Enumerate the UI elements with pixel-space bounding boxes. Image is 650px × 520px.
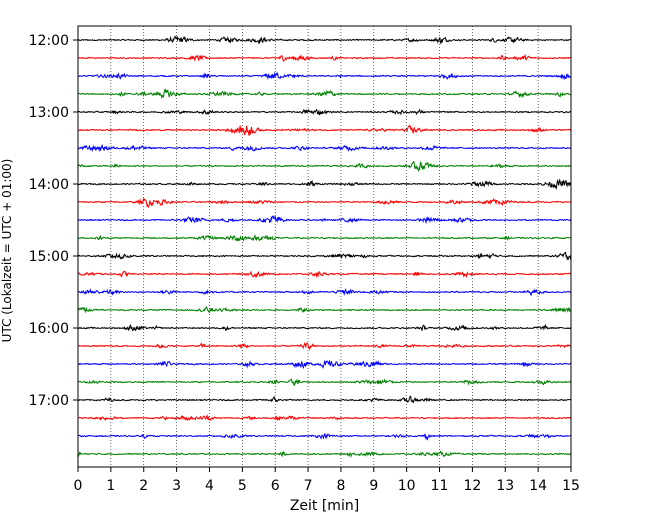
x-tick-label-3: 3 [172,478,181,494]
x-tick-label-0: 0 [74,478,83,494]
trace-row-1 [77,53,572,62]
y-tick-label-15:00: 15:00 [29,249,69,265]
x-tick-label-11: 11 [431,478,449,494]
trace-row-10 [77,214,572,225]
trace-row-16 [77,323,572,332]
x-axis-label: Zeit [min] [290,498,359,514]
trace-row-0 [77,35,572,45]
y-tick-label-12:00: 12:00 [29,33,69,49]
x-axis-ticks: 0 1 2 3 4 5 6 7 8 9 10 11 12 13 14 15 [74,467,580,494]
trace-row-19 [77,378,572,387]
trace-row-5 [77,124,572,136]
trace-row-3 [77,88,572,100]
x-tick-label-12: 12 [463,478,481,494]
trace-row-23 [77,450,572,459]
trace-row-2 [77,71,572,81]
trace-row-14 [77,287,572,297]
x-tick-label-13: 13 [496,478,514,494]
trace-row-21 [77,414,572,422]
x-tick-label-14: 14 [529,478,547,494]
y-tick-label-14:00: 14:00 [29,177,69,193]
trace-row-18 [77,359,572,370]
y-axis-label: UTC (Lokalzeit = UTC + 01:00) [0,159,14,343]
trace-row-20 [77,395,572,404]
x-tick-label-8: 8 [336,478,345,494]
x-tick-label-9: 9 [369,478,378,494]
x-tick-label-10: 10 [398,478,416,494]
x-tick-label-2: 2 [139,478,148,494]
trace-row-13 [77,270,572,279]
x-tick-label-4: 4 [205,478,214,494]
trace-row-7 [77,160,572,173]
trace-row-8 [77,178,572,191]
trace-row-6 [77,143,572,153]
trace-row-11 [77,234,572,242]
y-tick-label-13:00: 13:00 [29,105,69,121]
x-tick-label-5: 5 [238,478,247,494]
x-tick-label-1: 1 [106,478,115,494]
seismic-traces [77,35,572,459]
x-tick-label-7: 7 [304,478,313,494]
trace-row-12 [77,251,572,261]
trace-row-4 [77,108,572,116]
x-tick-label-15: 15 [562,478,580,494]
trace-row-9 [77,197,572,209]
x-tick-label-6: 6 [271,478,280,494]
trace-row-17 [77,341,572,350]
y-tick-label-17:00: 17:00 [29,393,69,409]
y-tick-label-16:00: 16:00 [29,321,69,337]
plot-frame [77,25,572,468]
y-axis-ticks: 12:00 13:00 14:00 15:00 16:00 17:00 [29,33,78,409]
trace-row-22 [77,433,572,441]
trace-row-15 [77,306,572,314]
